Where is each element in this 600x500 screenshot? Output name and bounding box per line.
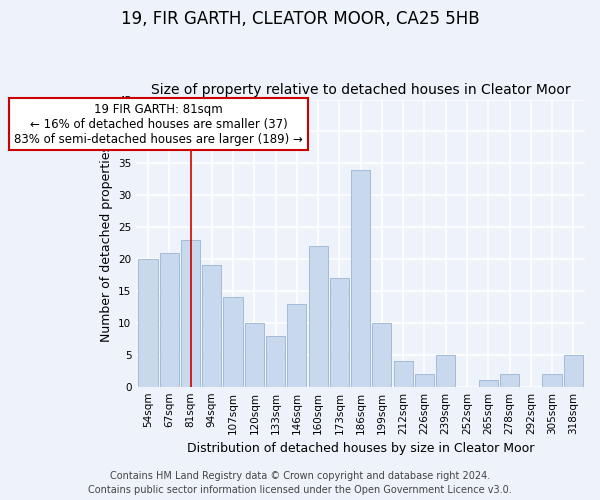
- X-axis label: Distribution of detached houses by size in Cleator Moor: Distribution of detached houses by size …: [187, 442, 535, 455]
- Text: 19 FIR GARTH: 81sqm
← 16% of detached houses are smaller (37)
83% of semi-detach: 19 FIR GARTH: 81sqm ← 16% of detached ho…: [14, 102, 303, 146]
- Text: 19, FIR GARTH, CLEATOR MOOR, CA25 5HB: 19, FIR GARTH, CLEATOR MOOR, CA25 5HB: [121, 10, 479, 28]
- Title: Size of property relative to detached houses in Cleator Moor: Size of property relative to detached ho…: [151, 83, 571, 97]
- Bar: [373, 323, 391, 386]
- Bar: [415, 374, 434, 386]
- Bar: [181, 240, 200, 386]
- Bar: [287, 304, 307, 386]
- Bar: [160, 252, 179, 386]
- Bar: [266, 336, 285, 386]
- Bar: [479, 380, 498, 386]
- Text: Contains HM Land Registry data © Crown copyright and database right 2024.
Contai: Contains HM Land Registry data © Crown c…: [88, 471, 512, 495]
- Bar: [542, 374, 562, 386]
- Bar: [202, 266, 221, 386]
- Bar: [245, 323, 264, 386]
- Bar: [394, 361, 413, 386]
- Bar: [139, 259, 158, 386]
- Y-axis label: Number of detached properties: Number of detached properties: [100, 144, 113, 342]
- Bar: [223, 298, 242, 386]
- Bar: [330, 278, 349, 386]
- Bar: [500, 374, 519, 386]
- Bar: [308, 246, 328, 386]
- Bar: [351, 170, 370, 386]
- Bar: [564, 355, 583, 386]
- Bar: [436, 355, 455, 386]
